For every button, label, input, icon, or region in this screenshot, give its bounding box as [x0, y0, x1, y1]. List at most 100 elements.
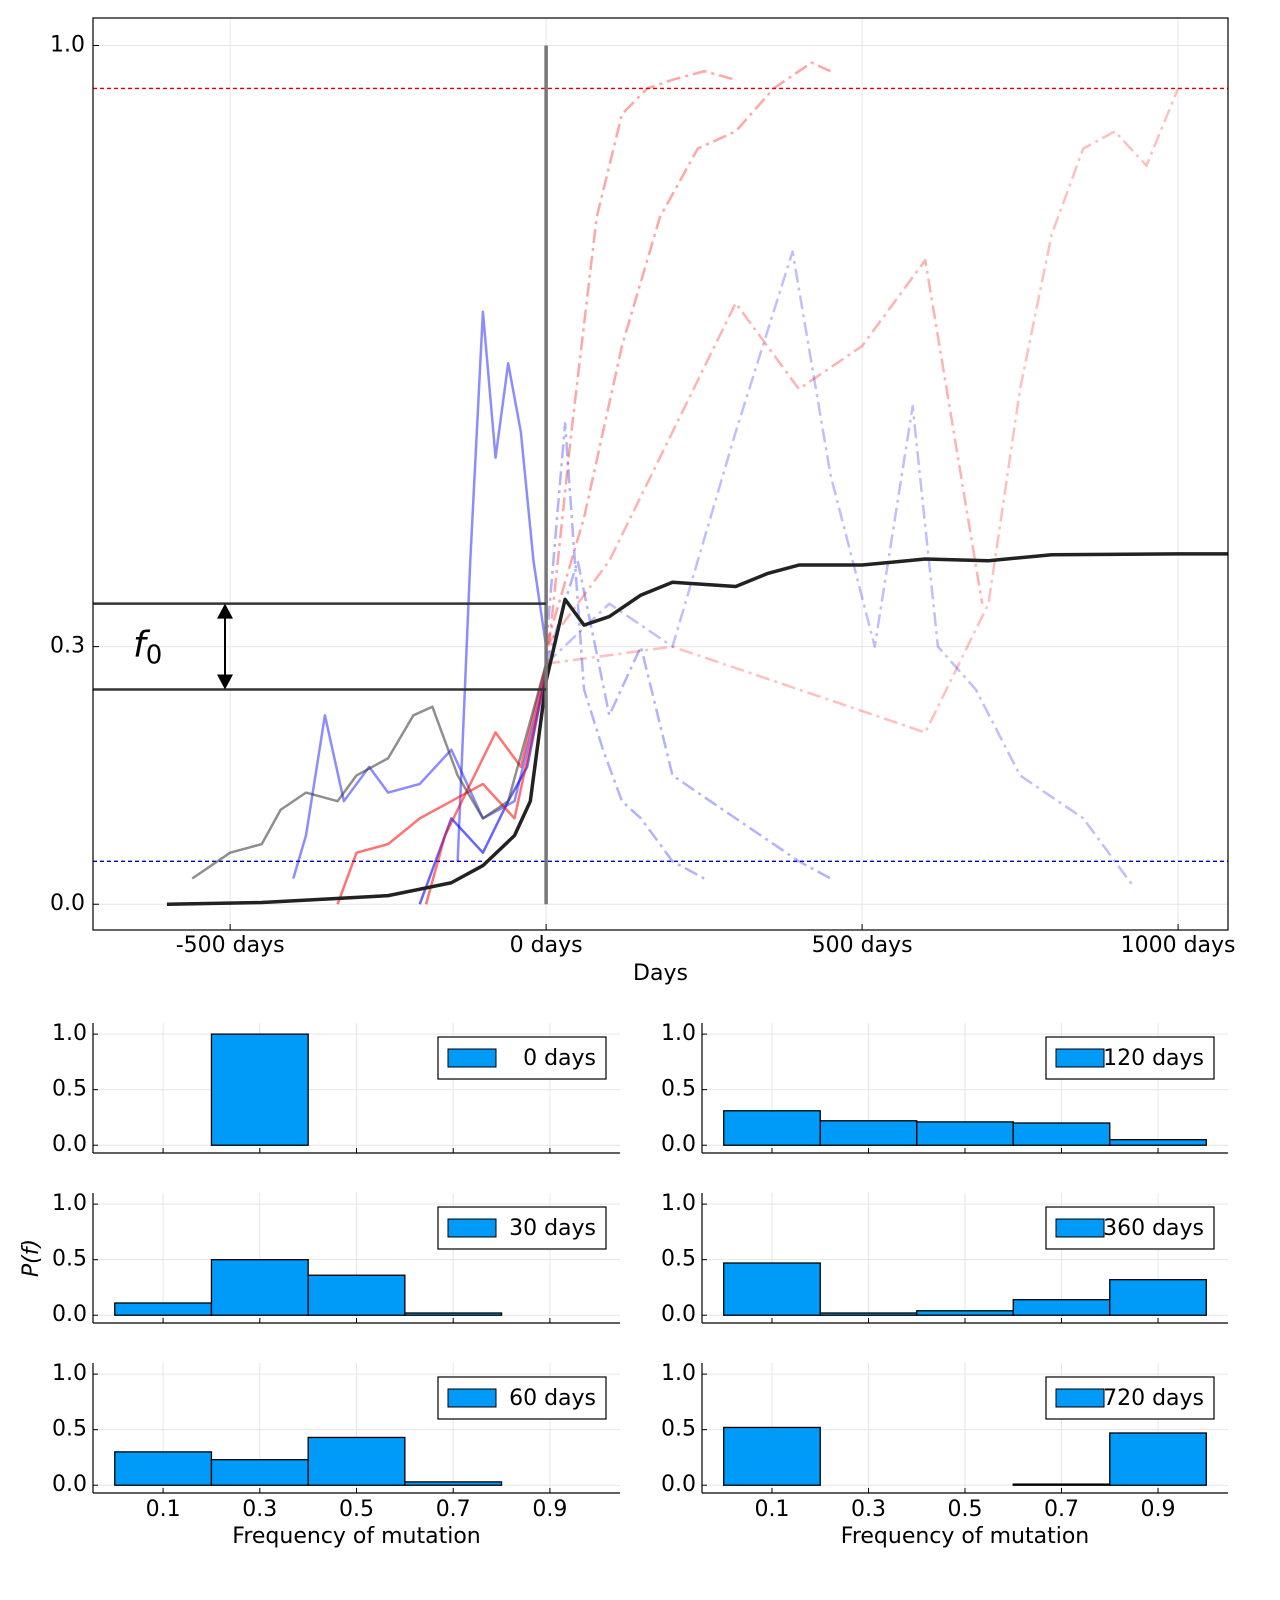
y-tick-label: 0.5 [661, 1077, 696, 1102]
y-tick-label: 0.0 [661, 1302, 696, 1327]
f0-label: f0 [133, 625, 162, 671]
y-tick-label: 0.0 [52, 1302, 87, 1327]
trajectory [544, 61, 832, 647]
x-tick-label: 0.7 [1044, 1497, 1079, 1522]
x-tick-label: 0.1 [146, 1497, 181, 1522]
y-tick-label: 1.0 [661, 1191, 696, 1216]
legend-label: 120 days [1103, 1046, 1204, 1071]
histogram-bar [1012, 1299, 1111, 1316]
histogram-panel: 0.0 0.5 1.0 120 days [661, 1021, 1228, 1157]
y-tick-label: 0.0 [661, 1472, 696, 1497]
y-axis-label: P(f) [19, 1239, 44, 1277]
trajectory [424, 663, 548, 905]
trajectory [545, 87, 1180, 734]
plot-frame [92, 17, 1229, 931]
y-tick-label: 1.0 [50, 32, 85, 57]
legend-swatch [447, 1048, 497, 1068]
y-tick-label: 0.5 [52, 1417, 87, 1442]
histogram-bar [819, 1312, 918, 1316]
legend-swatch [447, 1388, 497, 1408]
y-tick-label: 1.0 [52, 1021, 87, 1046]
histogram-bar [210, 1259, 309, 1316]
x-tick-label: 0.9 [532, 1497, 567, 1522]
histogram-bar [1109, 1139, 1207, 1146]
legend-label: 360 days [1103, 1216, 1204, 1241]
x-tick-label: 0.3 [242, 1497, 277, 1522]
histogram-panel: 0.0 0.5 1.0 30 days P(f) [19, 1191, 620, 1327]
x-tick-label: 0.1 [754, 1497, 789, 1522]
trajectory [544, 422, 705, 880]
trajectory [544, 559, 832, 880]
histogram-bar [723, 1262, 821, 1316]
histogram-bar [916, 1310, 1014, 1316]
histogram-bar [114, 1451, 213, 1486]
plot-lines [93, 45, 1228, 906]
histogram-bar [819, 1120, 918, 1146]
histogram-bar [916, 1121, 1014, 1146]
histogram-bar [1012, 1122, 1111, 1146]
x-tick-label: 500 days [812, 933, 913, 958]
y-tick-label: 0.5 [661, 1247, 696, 1272]
trajectory [191, 663, 548, 880]
y-tick-label: 0.0 [52, 1472, 87, 1497]
legend-label: 30 days [509, 1216, 596, 1241]
histogram-bar [1012, 1483, 1111, 1486]
histogram-bar [210, 1459, 309, 1486]
y-tick-label: 0.0 [50, 891, 85, 916]
histogram-bar [723, 1426, 821, 1486]
trajectory [166, 552, 1228, 906]
x-tick-label: -500 days [176, 933, 285, 958]
histogram-bar [404, 1481, 503, 1486]
histogram-panel: 0.1 0.3 0.5 0.7 0.9 0.0 0.5 1.0 60 days Frequency… [52, 1361, 620, 1549]
histogram-bar [723, 1110, 821, 1146]
histogram-panel: 0.1 0.3 0.5 0.7 0.9 0.0 0.5 1.0 720 days Frequenc… [661, 1361, 1228, 1549]
trajectory [545, 250, 1135, 888]
x-axis-label: Frequency of mutation [841, 1524, 1089, 1549]
histogram-bar [404, 1312, 503, 1316]
x-tick-label: 1000 days [1121, 933, 1236, 958]
y-tick-label: 1.0 [52, 1361, 87, 1386]
x-tick-label: 0.5 [339, 1497, 374, 1522]
legend-swatch [1055, 1048, 1105, 1068]
y-tick-label: 1.0 [52, 1191, 87, 1216]
y-tick-label: 0.5 [661, 1417, 696, 1442]
f0-subscript: 0 [146, 640, 163, 670]
x-tick-label: 0.3 [851, 1497, 886, 1522]
y-tick-label: 1.0 [661, 1361, 696, 1386]
trajectory [456, 310, 548, 862]
y-tick-label: 0.5 [52, 1077, 87, 1102]
histogram-panel: 0.0 0.5 1.0 0 days [52, 1021, 620, 1157]
legend-swatch [1055, 1388, 1105, 1408]
histogram-bar [307, 1274, 406, 1316]
x-tick-label: 0 days [510, 933, 583, 958]
legend-swatch [1055, 1218, 1105, 1238]
trajectory [544, 69, 737, 673]
legend-label: 0 days [523, 1046, 596, 1071]
trajectory [336, 672, 548, 905]
y-tick-label: 0.0 [52, 1132, 87, 1157]
histogram-bar [1109, 1432, 1207, 1486]
y-tick-label: 0.5 [52, 1247, 87, 1272]
trajectory [418, 672, 548, 905]
y-tick-label: 0.0 [661, 1132, 696, 1157]
legend-swatch [447, 1218, 497, 1238]
legend-label: 60 days [509, 1386, 596, 1411]
x-tick-label: 0.5 [948, 1497, 983, 1522]
main-plot: -500 days 0 days 500 days 1000 days 0.0 0.3 1.… [50, 17, 1236, 986]
histogram-panel: 0.0 0.5 1.0 360 days [661, 1191, 1228, 1327]
x-tick-label: 0.7 [436, 1497, 471, 1522]
arrow-head [217, 603, 233, 619]
legend-label: 720 days [1103, 1386, 1204, 1411]
y-tick-label: 0.3 [50, 634, 85, 659]
arrow-head [217, 674, 233, 690]
histogram-bar [114, 1302, 213, 1316]
x-axis-label: Days [633, 961, 688, 986]
histogram-bar [307, 1436, 406, 1486]
x-axis-label: Frequency of mutation [232, 1524, 480, 1549]
histogram-bar [210, 1033, 309, 1146]
y-tick-label: 1.0 [661, 1021, 696, 1046]
trajectory [292, 672, 548, 879]
histogram-bar [1109, 1279, 1207, 1316]
x-tick-label: 0.9 [1141, 1497, 1176, 1522]
